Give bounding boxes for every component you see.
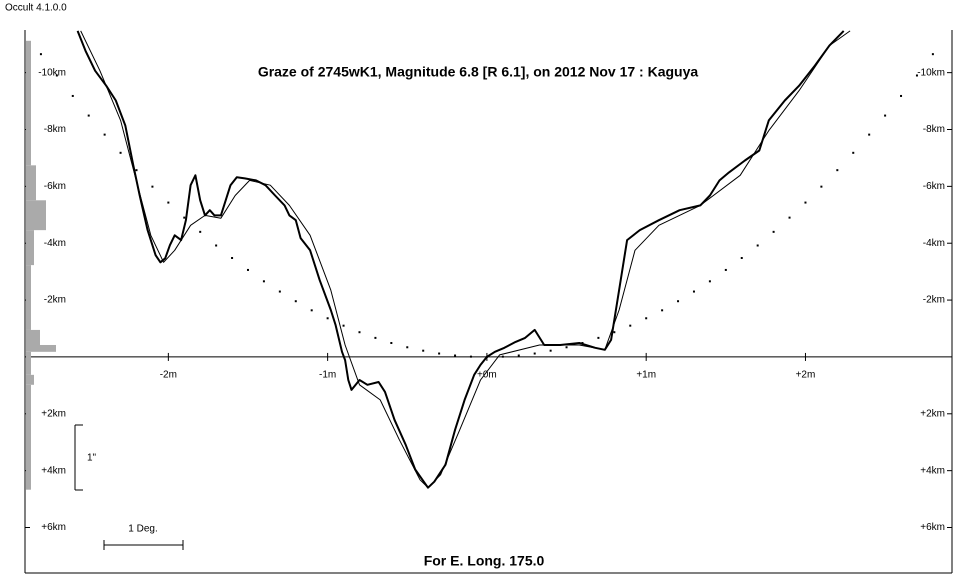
- limb-dot: [39, 53, 42, 56]
- app-label: Occult 4.1.0.0: [5, 3, 67, 14]
- limb-dot: [103, 133, 106, 136]
- limb-dot: [55, 74, 58, 77]
- limb-dot: [804, 201, 807, 204]
- limb-dot: [549, 349, 552, 352]
- limb-dot: [278, 290, 281, 293]
- x-tick-label: +1m: [636, 370, 656, 381]
- histogram-bar: [26, 384, 31, 490]
- limb-dot: [294, 300, 297, 303]
- limb-dot: [931, 53, 934, 56]
- limb-dot: [645, 317, 648, 320]
- limb-dot: [661, 309, 664, 312]
- profile-line: [80, 30, 851, 489]
- y-tick-label: +4km: [920, 465, 945, 476]
- limb-dot: [708, 280, 711, 283]
- limb-dot: [406, 346, 409, 349]
- y-tick-label: -10km: [38, 67, 66, 78]
- histogram-bar: [26, 40, 31, 166]
- limb-dot: [915, 74, 918, 77]
- footer: For E. Long. 175.0: [424, 553, 545, 569]
- arcsec-scale-label: 1": [87, 453, 97, 464]
- limb-dot: [724, 268, 727, 271]
- limb-dot: [87, 114, 90, 117]
- limb-dot: [246, 268, 249, 271]
- y-tick-label: -2km: [923, 295, 945, 306]
- limb-dot: [215, 244, 218, 247]
- limb-dot: [597, 336, 600, 339]
- limb-dot: [820, 185, 823, 188]
- y-tick-label: +6km: [920, 522, 945, 533]
- limb-dot: [358, 331, 361, 334]
- limb-dot: [151, 185, 154, 188]
- chart-title: Graze of 2745wK1, Magnitude 6.8 [R 6.1],…: [258, 64, 699, 80]
- limb-dot: [71, 94, 74, 97]
- y-tick-label: +4km: [41, 465, 66, 476]
- degree-scale-label: 1 Deg.: [128, 524, 157, 535]
- y-tick-label: +2km: [41, 408, 66, 419]
- y-tick-label: -6km: [44, 181, 66, 192]
- limb-dot: [310, 309, 313, 312]
- limb-dot: [836, 169, 839, 172]
- y-tick-label: -4km: [923, 238, 945, 249]
- histogram-bar: [26, 374, 34, 385]
- y-tick-label: -4km: [44, 238, 66, 249]
- limb-dot: [119, 151, 122, 154]
- x-tick-label: -2m: [160, 370, 177, 381]
- y-tick-label: +6km: [41, 522, 66, 533]
- limb-dot: [884, 114, 887, 117]
- limb-dot: [581, 342, 584, 345]
- y-tick-label: -8km: [923, 124, 945, 135]
- limb-dot: [740, 257, 743, 260]
- limb-dot: [629, 324, 632, 327]
- limb-dot: [374, 336, 377, 339]
- limb-dot: [756, 244, 759, 247]
- y-tick-label: +2km: [920, 408, 945, 419]
- histogram-bar: [26, 230, 34, 266]
- y-tick-label: -10km: [917, 67, 945, 78]
- limb-dot: [517, 354, 520, 357]
- limb-dot: [788, 216, 791, 219]
- histogram-bar: [26, 200, 46, 231]
- x-tick-label: -1m: [319, 370, 336, 381]
- histogram-bar: [26, 265, 31, 330]
- limb-dot: [326, 317, 329, 320]
- limb-dot: [900, 94, 903, 97]
- limb-dot: [852, 151, 855, 154]
- y-tick-label: -8km: [44, 124, 66, 135]
- limb-dot: [692, 290, 695, 293]
- limb-dot: [533, 352, 536, 355]
- limb-dot: [231, 257, 234, 260]
- limb-dot: [390, 342, 393, 345]
- limb-dot: [167, 201, 170, 204]
- limb-dot: [501, 355, 504, 358]
- limb-dot: [469, 355, 472, 358]
- histogram-bar: [26, 165, 36, 201]
- histogram-bar: [26, 351, 31, 375]
- limb-dot: [422, 349, 425, 352]
- y-tick-label: -2km: [44, 295, 66, 306]
- limb-dot: [677, 300, 680, 303]
- x-tick-label: +2m: [796, 370, 816, 381]
- limb-dot: [199, 230, 202, 233]
- limb-dot: [135, 169, 138, 172]
- limb-dot: [438, 352, 441, 355]
- limb-dot: [565, 346, 568, 349]
- limb-dot: [772, 230, 775, 233]
- limb-dot: [183, 216, 186, 219]
- histogram-bar: [26, 329, 40, 345]
- profile-line: [76, 30, 845, 489]
- limb-dot: [485, 355, 488, 358]
- x-tick-label: +0m: [477, 370, 497, 381]
- limb-dot: [262, 280, 265, 283]
- histogram-bar: [26, 344, 56, 352]
- limb-dot: [454, 354, 457, 357]
- limb-dot: [613, 331, 616, 334]
- limb-dot: [342, 324, 345, 327]
- y-tick-label: -6km: [923, 181, 945, 192]
- limb-dot: [868, 133, 871, 136]
